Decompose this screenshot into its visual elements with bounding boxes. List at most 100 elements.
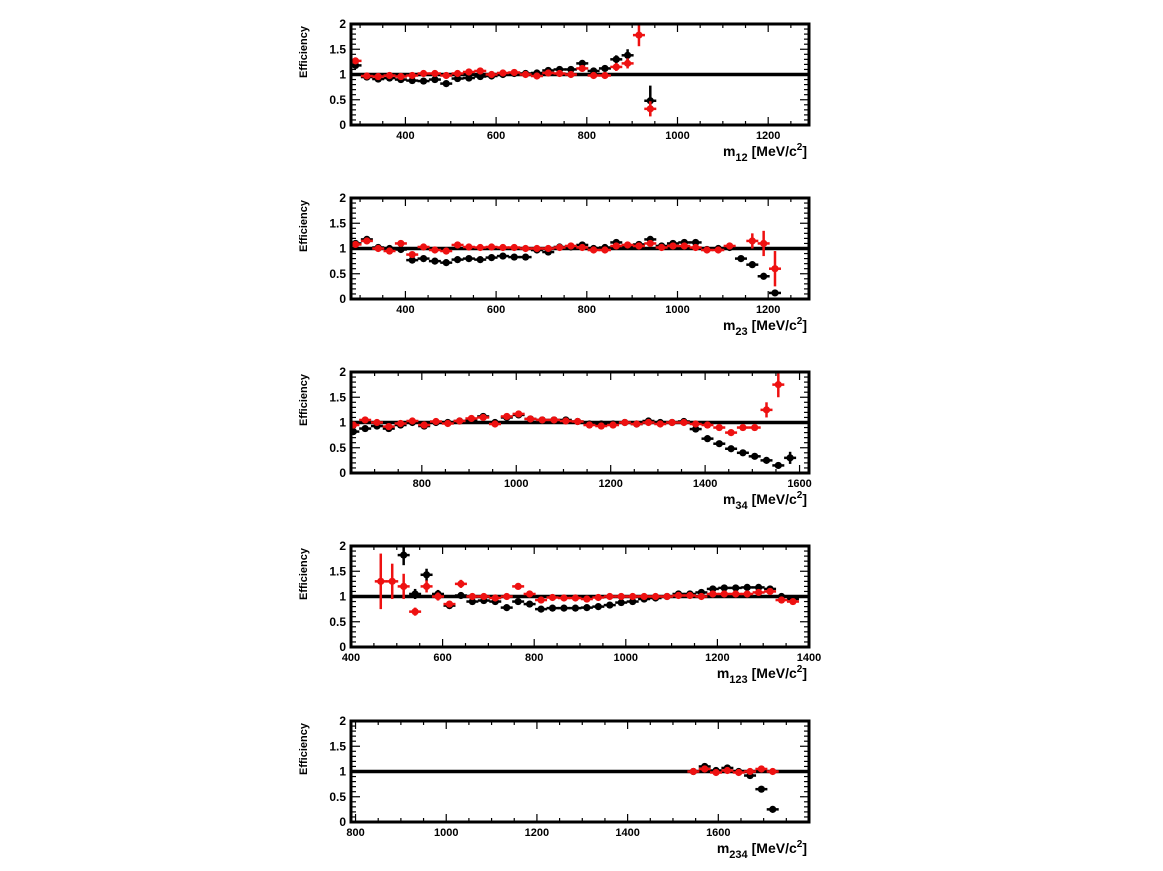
data-point: [377, 577, 385, 585]
data-point: [769, 767, 777, 776]
data-point: [538, 416, 546, 424]
x-tick-label: 1200: [598, 478, 622, 490]
x-tick-label: 800: [346, 827, 364, 839]
data-point: [385, 422, 393, 431]
y-tick-label: 1.5: [329, 216, 346, 230]
x-tick-label: 400: [342, 652, 360, 664]
data-point: [510, 253, 518, 261]
data-point: [594, 593, 602, 602]
data-point: [544, 244, 552, 253]
data-point: [590, 246, 598, 254]
x-tick-label: 600: [433, 652, 451, 664]
y-tick-label: 1: [339, 416, 346, 430]
data-point: [499, 69, 507, 77]
data-point: [374, 72, 382, 81]
data-point: [594, 603, 602, 611]
data-point: [526, 600, 534, 608]
data-point: [422, 582, 431, 591]
data-point: [419, 255, 428, 263]
x-axis-title-close: ]: [802, 491, 807, 507]
data-point: [640, 592, 648, 601]
data-point: [703, 246, 711, 254]
y-tick-label: 1: [339, 68, 346, 82]
y-tick-label: 2: [339, 539, 346, 553]
x-axis-title-unit: [MeV/c: [752, 840, 797, 856]
data-point: [732, 590, 740, 598]
data-point: [510, 68, 518, 77]
data-point: [373, 418, 381, 427]
data-point: [644, 418, 653, 427]
data-point: [351, 57, 360, 65]
data-point: [601, 71, 609, 80]
data-point: [658, 243, 666, 252]
data-point: [491, 594, 499, 602]
data-point: [431, 257, 439, 265]
data-point: [789, 597, 797, 606]
data-point: [408, 76, 416, 85]
data-point: [397, 239, 405, 248]
data-point: [361, 424, 369, 433]
data-point: [629, 592, 637, 601]
data-point: [737, 255, 745, 263]
data-point: [712, 768, 720, 777]
data-point: [548, 593, 557, 602]
data-point: [465, 74, 473, 82]
data-point: [774, 381, 782, 389]
data-point: [578, 243, 586, 252]
black-series: [397, 546, 799, 613]
y-tick-label: 2: [339, 714, 346, 728]
data-point: [617, 592, 625, 601]
data-point: [351, 240, 360, 249]
red-series: [374, 553, 799, 616]
data-point: [515, 410, 523, 418]
data-point: [746, 767, 754, 776]
data-point: [715, 423, 723, 432]
data-point: [396, 419, 405, 428]
data-point: [567, 70, 575, 79]
data-point: [633, 420, 641, 428]
x-tick-label: 1200: [756, 304, 780, 316]
black-series: [351, 49, 657, 116]
data-point: [703, 435, 712, 443]
data-point: [774, 461, 782, 470]
data-point: [499, 252, 507, 260]
efficiency-panel-4: 400 600 800 1000 1200 1400 0 0.5 1 1.5 2 Efficiency…: [298, 539, 821, 686]
data-point: [487, 70, 496, 79]
data-point: [526, 415, 535, 423]
data-point: [743, 590, 751, 598]
data-point: [548, 604, 557, 612]
data-point: [479, 413, 487, 422]
data-point: [606, 592, 614, 601]
data-point: [606, 601, 614, 609]
data-point: [755, 588, 763, 597]
data-point: [762, 406, 771, 414]
y-tick-label: 1: [339, 590, 346, 604]
x-tick-label: 1000: [504, 478, 528, 490]
data-point: [668, 418, 676, 427]
y-tick-label: 1: [339, 765, 346, 779]
data-point: [521, 70, 530, 79]
data-point: [476, 256, 484, 264]
red-series: [351, 372, 785, 437]
x-axis-title-subscript: 34: [735, 500, 748, 512]
x-tick-label: 1200: [705, 652, 729, 664]
x-tick-label: 400: [396, 304, 414, 316]
data-point: [510, 243, 518, 252]
data-point: [363, 72, 371, 80]
data-point: [692, 425, 700, 433]
data-point: [686, 591, 694, 600]
plot-frame: [349, 196, 811, 301]
x-axis-title-subscript: 234: [729, 849, 748, 861]
data-point: [609, 421, 617, 429]
data-point: [422, 571, 431, 579]
x-axis-title-superscript: 2: [797, 316, 803, 327]
y-tick-label: 1.5: [329, 564, 346, 578]
data-point: [624, 59, 632, 67]
x-axis-title-close: ]: [802, 143, 807, 159]
x-axis-title-subscript: 12: [735, 152, 747, 164]
data-point: [468, 592, 476, 601]
x-tick-label: 600: [487, 304, 505, 316]
x-tick-label: 1600: [787, 478, 811, 490]
data-point: [646, 97, 654, 105]
x-tick-label: 1200: [525, 827, 549, 839]
